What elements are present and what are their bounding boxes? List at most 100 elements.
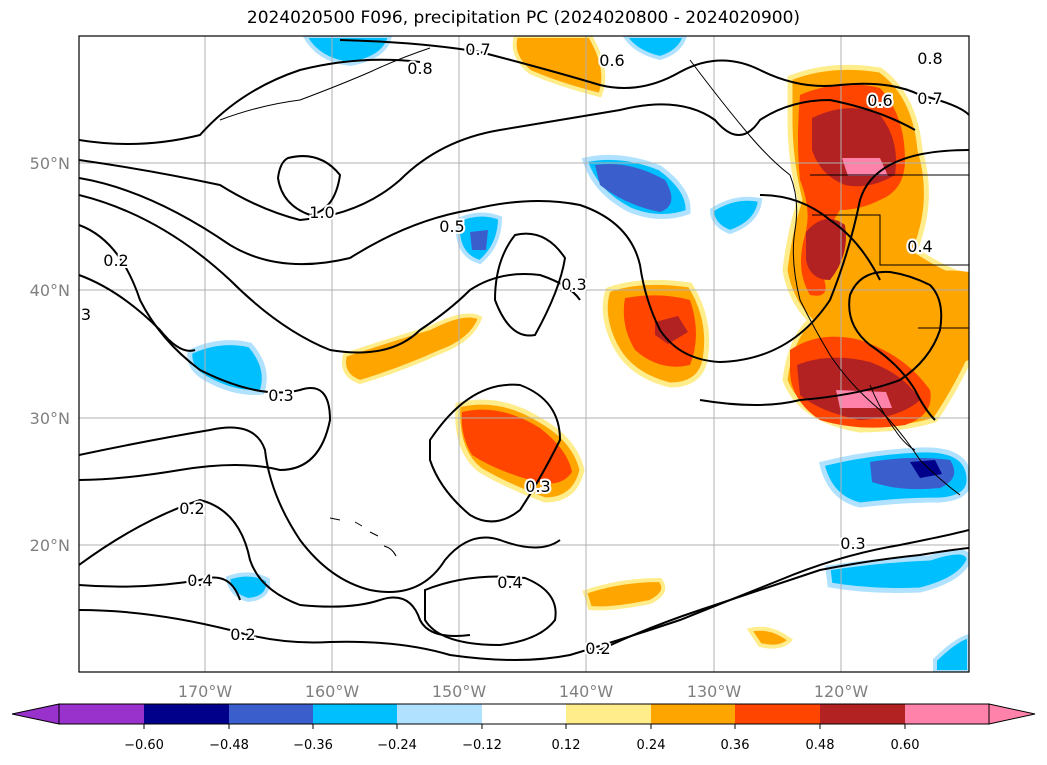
colorbar-bin (313, 704, 397, 724)
colorbar-tick-label: 0.36 (721, 738, 750, 753)
colorbar-bin (905, 704, 989, 724)
latitude-labels: 50°N 40°N 30°N 20°N (30, 154, 70, 555)
lon-label-150w: 150°W (432, 682, 487, 701)
contour-label: 0.4 (187, 571, 212, 590)
gridlines (79, 36, 969, 672)
lon-label-120w: 120°W (814, 682, 869, 701)
colorbar-frame (58, 703, 990, 725)
contour-label: 0.3 (840, 534, 865, 553)
colorbar-tick-label: −0.24 (377, 738, 417, 753)
colorbar-ticks (143, 724, 906, 729)
contour-label: 0.8 (917, 49, 942, 68)
colorbar-bin (59, 704, 144, 724)
colorbar: −0.60 −0.48 −0.36 −0.24 −0.12 0.12 0.24 … (11, 703, 1036, 753)
colorbar-extend-left (11, 703, 60, 725)
contour-label: 0.3 (525, 477, 550, 496)
map-frame (78, 35, 970, 673)
shade-patch-south-small2 (746, 626, 794, 649)
contour-south-4 (79, 576, 241, 601)
lon-label-160w: 160°W (305, 682, 360, 701)
colorbar-bin (735, 704, 820, 724)
contour-label: 0.3 (268, 386, 293, 405)
lat-label-40n: 40°N (30, 281, 70, 300)
shade-neg-mid-blue (470, 230, 488, 250)
shade-patch-south-small (582, 577, 666, 611)
lon-label-130w: 130°W (687, 682, 742, 701)
contour-label: 0.5 (439, 217, 464, 236)
coast-hawaii (329, 517, 397, 557)
map-title: 2024020500 F096, precipitation PC (20240… (246, 8, 801, 28)
contour-label: 0.4 (907, 237, 932, 256)
contour-south-3 (79, 529, 969, 661)
lat-label-20n: 20°N (30, 536, 70, 555)
contour-nw-1 (79, 58, 421, 145)
state-border-2 (812, 214, 969, 266)
colorbar-bin (566, 704, 651, 724)
contour-label: 0.2 (585, 639, 610, 658)
coast-north-america (689, 59, 961, 496)
contour-nw-2 (79, 98, 916, 222)
contour-mid-4 (79, 274, 196, 352)
contour-se-loop (699, 270, 943, 421)
contour-label: 0.2 (103, 251, 128, 270)
colorbar-tick-label: −0.36 (293, 738, 333, 753)
contour-label: 0.7 (465, 40, 490, 59)
contour-label: 3 (81, 305, 91, 324)
shade-patch-south-pink (836, 390, 892, 408)
colorbar-tick-label: −0.60 (124, 738, 164, 753)
colorbar-extend-right (988, 703, 1036, 725)
colorbar-bin (820, 704, 905, 724)
shade-patch-coast-pink (842, 158, 888, 176)
contour-label: 0.6 (599, 51, 624, 70)
colorbar-tick-label: −0.48 (209, 738, 249, 753)
contour-label: 0.2 (230, 625, 255, 644)
shade-patch-mid-right-dark (655, 316, 688, 344)
contour-central (429, 383, 562, 523)
shade-neg-pacnw-blue (595, 164, 672, 212)
contour-label: 0.6 (867, 91, 892, 110)
contour-north-right (759, 194, 881, 281)
contour-label: 0.3 (561, 275, 586, 294)
coastlines (219, 47, 969, 557)
shade-neg-corner (933, 633, 969, 672)
contour-closed-a (276, 155, 342, 217)
lon-label-170w: 170°W (178, 682, 233, 701)
colorbar-tick-label: 0.48 (806, 738, 835, 753)
colorbar-bin (229, 704, 313, 724)
contour-south-1 (79, 426, 561, 593)
colorbar-tick-label: 0.12 (552, 738, 581, 753)
longitude-labels: 170°W 160°W 150°W 140°W 130°W 120°W (178, 682, 869, 701)
lon-label-140w: 140°W (559, 682, 614, 701)
shade-neg-top-left (302, 36, 393, 67)
colorbar-bin (144, 704, 229, 724)
contours (79, 39, 969, 661)
shade-patch-east-orange (916, 270, 969, 364)
contour-label: 0.8 (407, 59, 432, 78)
colorbar-tick-label: 0.60 (891, 738, 920, 753)
shading-negative (187, 36, 969, 672)
shade-neg-south-right (825, 549, 969, 593)
contour-label: 0.2 (179, 499, 204, 518)
colorbar-bin (651, 704, 735, 724)
contour-south-2 (79, 498, 471, 637)
lat-label-30n: 30°N (30, 409, 70, 428)
contour-label: 0.4 (497, 573, 522, 592)
contour-mid-3 (79, 224, 332, 481)
contour-south-east (589, 547, 969, 656)
map-area: 0.7 0.6 0.8 0.6 0.7 0.8 1.0 0.5 0.2 3 0.… (79, 36, 969, 672)
colorbar-bin (482, 704, 566, 724)
contour-mid-2 (79, 194, 581, 354)
coast-baja (869, 384, 916, 451)
colorbar-tick-label: −0.12 (462, 738, 502, 753)
contour-label: 0.7 (917, 89, 942, 108)
contour-closed-b (493, 232, 567, 337)
contour-labels: 0.7 0.6 0.8 0.6 0.7 0.8 1.0 0.5 0.2 3 0.… (79, 38, 945, 660)
shade-neg-small-nw (709, 196, 763, 235)
shade-patch-coast-dark2 (806, 218, 846, 280)
contour-top (339, 39, 969, 116)
colorbar-tick-label: 0.24 (637, 738, 666, 753)
shade-neg-top-mid (622, 36, 688, 61)
shade-patch-central-red (461, 409, 572, 484)
contour-closed-c (424, 575, 557, 647)
contour-label: 1.0 (309, 203, 334, 222)
